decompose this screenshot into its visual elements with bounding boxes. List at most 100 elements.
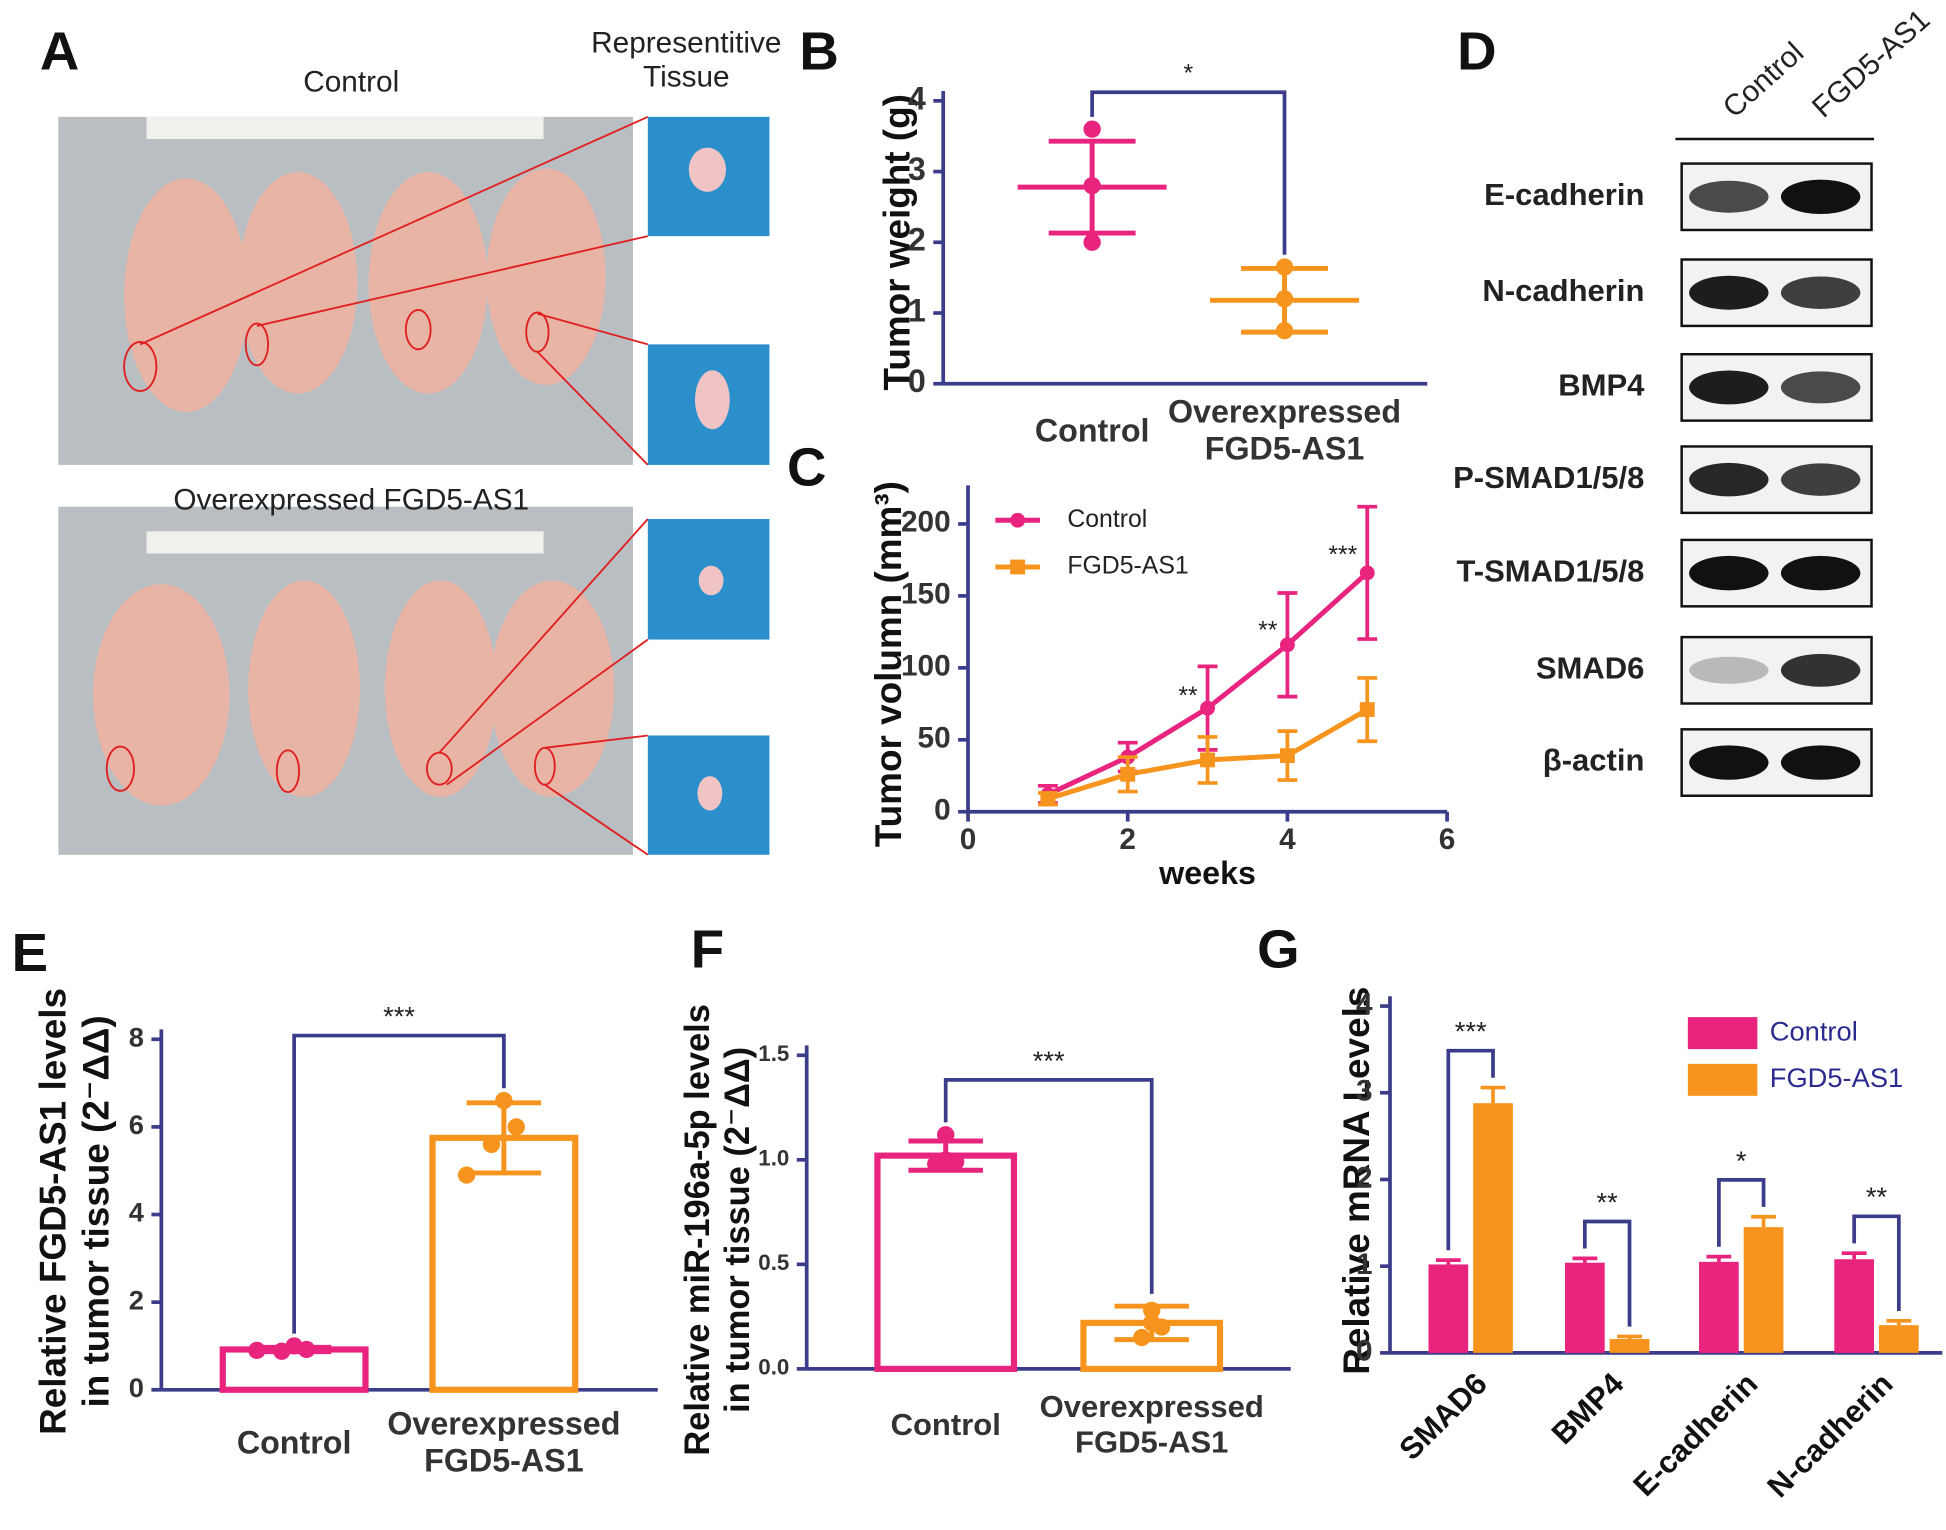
significance-label: * <box>1183 61 1193 88</box>
y-tick-label: 2 <box>129 1284 144 1315</box>
significance-bracket <box>943 1078 1154 1294</box>
marker <box>1279 748 1295 763</box>
panel-label: E <box>12 922 48 983</box>
significance-label: *** <box>383 1001 415 1032</box>
y-axis-label: Relative FGD5-AS1 levelsin tumor tissue … <box>31 988 116 1435</box>
marker <box>1200 752 1216 768</box>
y-tick-label: 0.5 <box>758 1250 789 1275</box>
x-tick-label: Control <box>1035 413 1150 449</box>
marker <box>1359 565 1375 581</box>
error-bar <box>1841 1251 1867 1260</box>
data-point <box>1133 1328 1151 1347</box>
x-tick-label: Control <box>891 1407 1001 1442</box>
protein-label: E-cadherin <box>1484 177 1644 212</box>
y-tick-label: 150 <box>901 578 951 611</box>
y-tick-label: 1.0 <box>758 1146 789 1171</box>
bar <box>1609 1339 1650 1353</box>
marker <box>1040 791 1056 807</box>
significance-bracket <box>1717 1178 1766 1247</box>
band <box>1689 462 1769 497</box>
chart: F Relative miR-196a-5p levelsin tumor tis… <box>679 919 1291 1459</box>
chart: C Tumor volumn (mm³) 0 50 100 150 200 0 2 4 6 weeks… <box>787 437 1455 892</box>
bar <box>1564 1262 1605 1353</box>
y-tick-label: 4 <box>908 80 926 116</box>
band <box>1780 276 1861 309</box>
legend-label: Control <box>1067 506 1147 533</box>
lane-label: Control <box>1717 36 1811 124</box>
panel-label: A <box>40 21 79 82</box>
data-point <box>1275 258 1294 276</box>
significance-bracket <box>1852 1214 1901 1311</box>
significance-label: *** <box>1033 1045 1065 1076</box>
band <box>1780 745 1861 780</box>
panel-label: F <box>691 919 724 980</box>
protein-label: BMP4 <box>1558 368 1644 403</box>
bar <box>1834 1259 1875 1353</box>
group-label: Overexpressed FGD5-AS1 <box>173 484 529 517</box>
y-axis-label: Tumor weight (g) <box>875 94 917 390</box>
data-point <box>1083 177 1101 195</box>
y-tick-label: 0 <box>934 794 951 827</box>
significance-bracket <box>1446 1048 1495 1251</box>
protein-label: β-actin <box>1543 743 1645 778</box>
significance-label: ** <box>1258 617 1278 644</box>
band <box>1780 371 1861 404</box>
band <box>1780 179 1861 215</box>
bar <box>1699 1261 1739 1353</box>
x-tick-label: 4 <box>1279 823 1296 856</box>
data-point <box>495 1092 513 1110</box>
legend-marker <box>1010 512 1026 528</box>
bar <box>429 1134 579 1393</box>
y-tick-label: 0 <box>908 363 926 399</box>
protein-label: P-SMAD1/5/8 <box>1453 460 1644 495</box>
significance-label: *** <box>1455 1016 1487 1047</box>
bar <box>1878 1325 1919 1353</box>
mice <box>93 168 615 806</box>
error-bar <box>1572 1256 1598 1263</box>
legend-swatch <box>1687 1017 1758 1050</box>
band <box>1689 275 1769 310</box>
group-label: Control <box>303 66 399 99</box>
y-tick-label: 2 <box>908 222 926 258</box>
lane-label: FGD5-AS1 <box>1806 3 1936 124</box>
legend-marker <box>1010 559 1026 575</box>
data-point <box>1275 322 1294 340</box>
data-point <box>507 1118 525 1136</box>
y-tick-label: 4 <box>129 1197 144 1228</box>
band <box>1780 555 1861 591</box>
bar <box>1743 1227 1784 1353</box>
bar <box>219 1346 369 1393</box>
panel-label: B <box>799 21 838 82</box>
error-bar <box>1435 1258 1461 1265</box>
band <box>1689 745 1769 780</box>
y-tick-label: 3 <box>908 151 926 187</box>
tissue-label: Representitive Tissue <box>591 26 781 93</box>
panel-label: C <box>787 437 826 498</box>
significance-label: ** <box>1178 683 1198 710</box>
chart: B Tumor weight (g)0 1 2 3 4 Control Overexpress… <box>799 21 1428 467</box>
panel-label: G <box>1257 919 1299 980</box>
data-point <box>482 1135 501 1154</box>
x-tick-label: Overexpressed FGD5-AS1 <box>387 1406 620 1479</box>
ruler <box>146 116 544 139</box>
data-point <box>1143 1301 1161 1319</box>
band <box>1689 555 1769 591</box>
y-tick-label: 6 <box>129 1109 144 1140</box>
error-bar <box>1706 1254 1732 1262</box>
x-tick-label: E-cadherin <box>1626 1366 1764 1503</box>
photo-panel <box>58 116 770 856</box>
y-tick-label: 50 <box>918 722 951 755</box>
y-tick-label: 100 <box>901 650 951 683</box>
significance-label: *** <box>1328 542 1357 569</box>
legend-label: Control <box>1770 1015 1858 1046</box>
bar <box>1473 1103 1513 1353</box>
y-tick-label: 0 <box>129 1372 144 1403</box>
tissue-samples <box>688 147 730 811</box>
x-tick-label: 6 <box>1439 823 1456 856</box>
y-axis-label: Relative miR-196a-5p levelsin tumor tiss… <box>679 1004 757 1456</box>
error-bar <box>1480 1085 1506 1104</box>
protein-label: T-SMAD1/5/8 <box>1457 553 1645 588</box>
x-tick-label: 2 <box>1119 823 1136 856</box>
